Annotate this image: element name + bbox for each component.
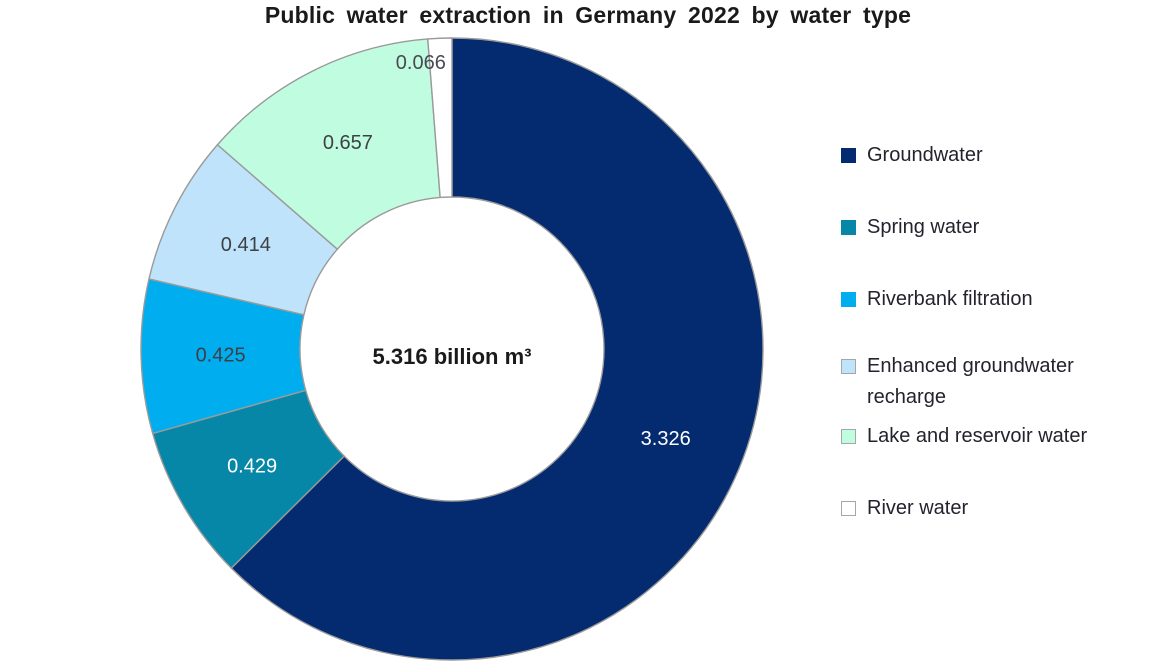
legend-label-spring-water: Spring water	[867, 216, 980, 238]
legend-swatch-groundwater	[841, 148, 856, 163]
legend-label-groundwater: Groundwater	[867, 144, 983, 166]
legend-item-lake-and-reservoir-water: Lake and reservoir water	[841, 421, 1141, 452]
legend-item-spring-water: Spring water	[841, 212, 1141, 243]
legend-swatch-enhanced-groundwater-recharge	[841, 359, 856, 374]
legend-item-riverbank-filtration: Riverbank filtration	[841, 284, 1141, 315]
pie-slice-river-water	[427, 37, 453, 199]
legend-swatch-lake-and-reservoir-water	[841, 429, 856, 444]
legend-label-riverbank-filtration: Riverbank filtration	[867, 288, 1033, 310]
legend-item-enhanced-groundwater-recharge: Enhanced groundwater recharge	[841, 351, 1141, 413]
value-label-river-water: 0.066	[396, 52, 446, 74]
legend-label-river-water: River water	[867, 497, 969, 519]
legend-swatch-river-water	[841, 501, 856, 516]
value-label-spring-water: 0.429	[227, 456, 277, 478]
center-total-label: 5.316 billion m³	[372, 344, 532, 369]
pie-slice-lake-and-reservoir-water	[216, 38, 441, 250]
value-label-groundwater: 3.326	[641, 428, 691, 450]
legend-label-enhanced-groundwater-recharge: Enhanced groundwater recharge	[867, 355, 1074, 408]
value-label-enhanced-groundwater-recharge: 0.414	[221, 234, 271, 256]
chart-title: Public water extraction in Germany 2022 …	[264, 2, 912, 28]
legend-label-lake-and-reservoir-water: Lake and reservoir water	[867, 425, 1088, 447]
legend-swatch-spring-water	[841, 220, 856, 235]
legend-item-river-water: River water	[841, 493, 1141, 524]
legend-swatch-riverbank-filtration	[841, 292, 856, 307]
legend-item-groundwater: Groundwater	[841, 140, 1141, 171]
value-label-riverbank-filtration: 0.425	[196, 345, 246, 367]
value-label-lake-and-reservoir-water: 0.657	[323, 132, 373, 154]
pie-slice-groundwater	[230, 37, 764, 661]
